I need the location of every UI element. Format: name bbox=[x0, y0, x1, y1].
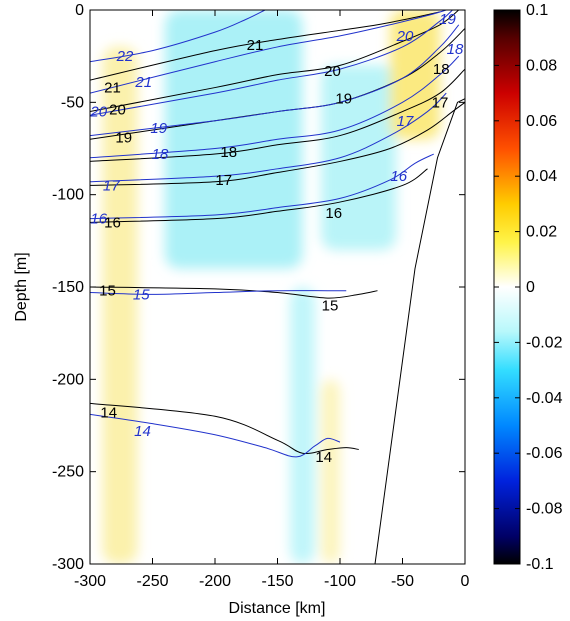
colorbar-tick-label: 0.1 bbox=[526, 2, 548, 19]
contour-label: 21 bbox=[104, 80, 121, 97]
contour-blue-22 bbox=[90, 10, 266, 63]
contour-label: 14 bbox=[315, 449, 332, 466]
contour-label: 15 bbox=[133, 286, 150, 303]
x-tick-label: -250 bbox=[136, 573, 168, 590]
contour-label: 19 bbox=[150, 120, 167, 137]
contour-label: 18 bbox=[152, 146, 169, 163]
colorbar-ticks: 0.1 0.08 0.06 0.04 0.02 0 -0.02 -0.04 -0.06 -0.08… bbox=[494, 2, 563, 573]
contour-label: 18 bbox=[447, 41, 464, 58]
colorbar-tick-label: -0.02 bbox=[526, 334, 563, 351]
contour-lines bbox=[90, 10, 465, 458]
y-tick-label: -200 bbox=[52, 371, 84, 388]
contour-label: 17 bbox=[215, 172, 232, 189]
contour-blue-14 bbox=[90, 413, 341, 458]
contour-label: 18 bbox=[220, 144, 237, 161]
field-patch-negative bbox=[290, 287, 315, 564]
field-patch-positive bbox=[102, 46, 138, 564]
colorbar-tick-label: -0.04 bbox=[526, 390, 563, 407]
x-tick-label: 0 bbox=[461, 573, 470, 590]
colorbar-tick-label: 0.04 bbox=[526, 168, 557, 185]
seafloor-mask bbox=[374, 98, 465, 564]
x-tick-label: -50 bbox=[391, 573, 414, 590]
colorbar-tick-label: -0.06 bbox=[526, 445, 563, 462]
contour-label: 16 bbox=[104, 214, 121, 231]
x-tick-label: -200 bbox=[199, 573, 231, 590]
colorbar: 0.1 0.08 0.06 0.04 0.02 0 -0.02 -0.04 -0.06 -0.08… bbox=[493, 2, 563, 573]
y-tick-label: -300 bbox=[52, 556, 84, 573]
y-tick-label: -50 bbox=[61, 94, 84, 111]
contour-blue-21 bbox=[90, 10, 447, 94]
contour-label: 19 bbox=[439, 11, 456, 28]
y-tick-label: -100 bbox=[52, 187, 84, 204]
contour-label: 16 bbox=[325, 205, 342, 222]
colorbar-tick-label: 0.06 bbox=[526, 113, 557, 130]
contour-label: 20 bbox=[396, 28, 414, 45]
contour-black-15 bbox=[90, 286, 378, 299]
contour-black-16 bbox=[90, 168, 428, 223]
y-axis-label: Depth [m] bbox=[13, 252, 30, 321]
contour-blue-20 bbox=[90, 10, 453, 116]
colorbar-tick-label: -0.1 bbox=[526, 556, 554, 573]
contour-label: 17 bbox=[103, 177, 120, 194]
field-patch-negative bbox=[165, 10, 303, 269]
x-axis-label: Distance [km] bbox=[229, 600, 326, 617]
colorbar-tick-label: 0 bbox=[526, 279, 535, 296]
colorbar-tick-label: -0.08 bbox=[526, 501, 563, 518]
contour-label: 14 bbox=[134, 423, 151, 440]
contour-label: 15 bbox=[322, 297, 339, 314]
contour-black-14 bbox=[90, 402, 359, 455]
contour-black-17 bbox=[90, 101, 465, 186]
contour-label: 16 bbox=[390, 168, 407, 185]
contour-label: 19 bbox=[115, 129, 132, 146]
x-axis: -300 -250 -200 -150 -100 -50 0 bbox=[74, 10, 470, 590]
contour-blue-17 bbox=[90, 92, 447, 183]
x-tick-label: -300 bbox=[74, 573, 106, 590]
contour-label: 20 bbox=[89, 104, 107, 121]
contour-blue-18 bbox=[90, 55, 460, 159]
y-tick-label: -150 bbox=[52, 279, 84, 296]
contour-black-18 bbox=[90, 68, 465, 162]
seafloor-region bbox=[375, 98, 465, 564]
x-tick-label: -150 bbox=[261, 573, 293, 590]
contour-label: 21 bbox=[134, 74, 152, 91]
contour-black-21 bbox=[90, 11, 441, 81]
y-tick-label: 0 bbox=[75, 2, 84, 19]
seafloor-line bbox=[374, 98, 465, 564]
colorbar-tick-label: 0.08 bbox=[526, 57, 557, 74]
colorbar-tick-label: 0.02 bbox=[526, 224, 557, 241]
contour-blue-19 bbox=[90, 24, 460, 137]
contour-black-20 bbox=[90, 10, 460, 113]
contour-label: 18 bbox=[433, 61, 450, 78]
anomaly-field bbox=[102, 10, 440, 564]
contour-label: 22 bbox=[116, 48, 134, 65]
contour-blue-15 bbox=[90, 290, 347, 295]
contour-label: 20 bbox=[324, 63, 341, 80]
contour-label: 16 bbox=[90, 211, 107, 228]
contour-label: 21 bbox=[247, 37, 264, 54]
contour-label: 19 bbox=[335, 91, 352, 108]
field-patch-positive bbox=[321, 379, 340, 564]
contour-blue-16 bbox=[90, 153, 434, 220]
contour-label: 15 bbox=[99, 283, 116, 300]
contour-label: 14 bbox=[100, 405, 117, 422]
contour-label: 17 bbox=[432, 94, 449, 111]
contour-label: 20 bbox=[109, 102, 126, 119]
contour-label: 17 bbox=[397, 113, 414, 130]
x-tick-label: -100 bbox=[324, 573, 356, 590]
y-axis: 0 -50 -100 -150 -200 -250 -300 bbox=[52, 2, 465, 573]
y-tick-label: -250 bbox=[52, 464, 84, 481]
field-patch-positive bbox=[390, 10, 440, 140]
